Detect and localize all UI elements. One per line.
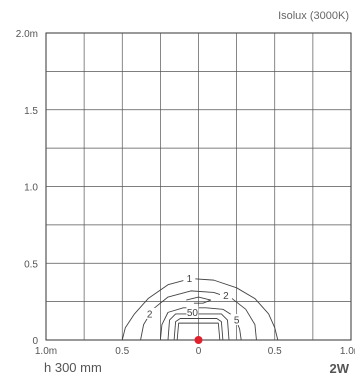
mounting-height-label: h 300 mm (44, 360, 102, 375)
y-tick-label: 2.0m (16, 29, 38, 40)
x-tick-label: 0.5 (115, 346, 129, 357)
y-tick-label: 0.5 (24, 259, 38, 270)
contour-label: 2 (223, 291, 229, 302)
power-label: 2W (329, 361, 350, 376)
contour-line (176, 322, 221, 341)
contour-label-background (183, 272, 196, 284)
y-tick-label: 1.5 (24, 106, 38, 117)
contour-label: 50 (187, 308, 199, 319)
contour-label-background (143, 307, 156, 319)
y-tick-label: 0 (32, 336, 38, 347)
chart-grid (45, 32, 352, 341)
y-tick-label: 1.0 (24, 183, 38, 194)
contour-label: 5 (234, 316, 240, 327)
axis-tick-labels: 1.0m 0.5 0 0.5 1.0m 2.0m 1.5 1.0 0.5 0 (16, 29, 355, 357)
contour-line (173, 318, 224, 341)
contour-line (186, 296, 212, 304)
chart-caption: Isolux (3000K) (278, 10, 349, 22)
contour-label: 2 (147, 309, 153, 320)
contour-line (167, 313, 230, 341)
x-tick-label: 0.5 (268, 346, 282, 357)
contour-line (159, 307, 242, 341)
contour-label: 1 (187, 274, 193, 285)
light-source-marker (194, 336, 203, 344)
x-tick-label: 0 (196, 346, 202, 357)
contour-label-background (186, 306, 199, 318)
x-tick-label: 1.0m (340, 346, 355, 357)
contour-label-background (230, 314, 243, 326)
contour-label-background (219, 289, 232, 301)
contour-line (121, 278, 279, 341)
x-tick-label: 1.0m (35, 346, 57, 357)
contour-lines: 1 2 2 5 50 (121, 272, 279, 341)
